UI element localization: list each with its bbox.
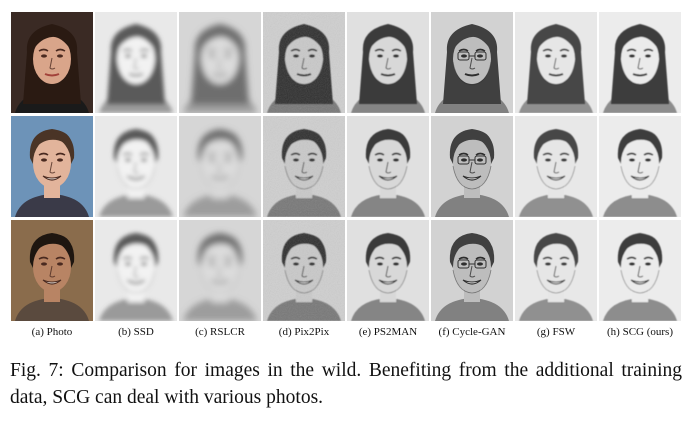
figure-image-man-dark-hair-smiling-rslcr <box>179 220 261 321</box>
figure-image-man-smiling-short-hair-ssd <box>95 116 177 217</box>
column-label-ps2man: (e) PS2MAN <box>358 326 418 338</box>
figure: (a) Photo (b) SSD (c) RSLCR (d) Pix2Pix (e) … <box>11 12 681 339</box>
figure-image-man-dark-hair-smiling-photo <box>11 220 93 321</box>
figure-image-woman-long-dark-hair-ssd <box>95 12 177 113</box>
figure-image-man-dark-hair-smiling-ps2man <box>347 220 429 321</box>
column-label-cyclegan: (f) Cycle-GAN <box>438 326 506 338</box>
figure-image-man-dark-hair-smiling-scg <box>599 220 681 321</box>
column-label-ssd: (b) SSD <box>118 326 154 338</box>
column-label-rslcr: (c) RSLCR <box>195 326 245 338</box>
column-label-pix2pix: (d) Pix2Pix <box>278 326 330 338</box>
column-label-fsw: (g) FSW <box>536 326 576 338</box>
figure-image-man-smiling-short-hair-scg <box>599 116 681 217</box>
figure-image-man-dark-hair-smiling-fsw <box>515 220 597 321</box>
figure-image-man-smiling-short-hair-photo <box>11 116 93 217</box>
figure-image-woman-long-dark-hair-pix2pix <box>263 12 345 113</box>
figure-image-woman-long-dark-hair-ps2man <box>347 12 429 113</box>
figure-image-woman-long-dark-hair-photo <box>11 12 93 113</box>
figure-caption: Fig. 7: Comparison for images in the wil… <box>10 357 682 411</box>
image-grid <box>11 12 681 321</box>
figure-image-man-smiling-short-hair-fsw <box>515 116 597 217</box>
caption-text: Comparison for images in the wild. Benef… <box>10 360 683 408</box>
figure-image-man-dark-hair-smiling-cyclegan <box>431 220 513 321</box>
figure-image-woman-long-dark-hair-fsw <box>515 12 597 113</box>
figure-image-woman-long-dark-hair-cyclegan <box>431 12 513 113</box>
column-label-photo: (a) Photo <box>31 326 73 338</box>
figure-image-man-dark-hair-smiling-ssd <box>95 220 177 321</box>
caption-label: Fig. 7: <box>10 360 64 381</box>
figure-image-man-smiling-short-hair-ps2man <box>347 116 429 217</box>
figure-image-man-dark-hair-smiling-pix2pix <box>263 220 345 321</box>
figure-image-man-smiling-short-hair-cyclegan <box>431 116 513 217</box>
column-label-scg: (h) SCG (ours) <box>607 326 673 338</box>
figure-image-man-smiling-short-hair-rslcr <box>179 116 261 217</box>
figure-image-woman-long-dark-hair-scg <box>599 12 681 113</box>
figure-image-man-smiling-short-hair-pix2pix <box>263 116 345 217</box>
figure-image-woman-long-dark-hair-rslcr <box>179 12 261 113</box>
column-labels: (a) Photo (b) SSD (c) RSLCR (d) Pix2Pix (e) … <box>11 325 679 339</box>
